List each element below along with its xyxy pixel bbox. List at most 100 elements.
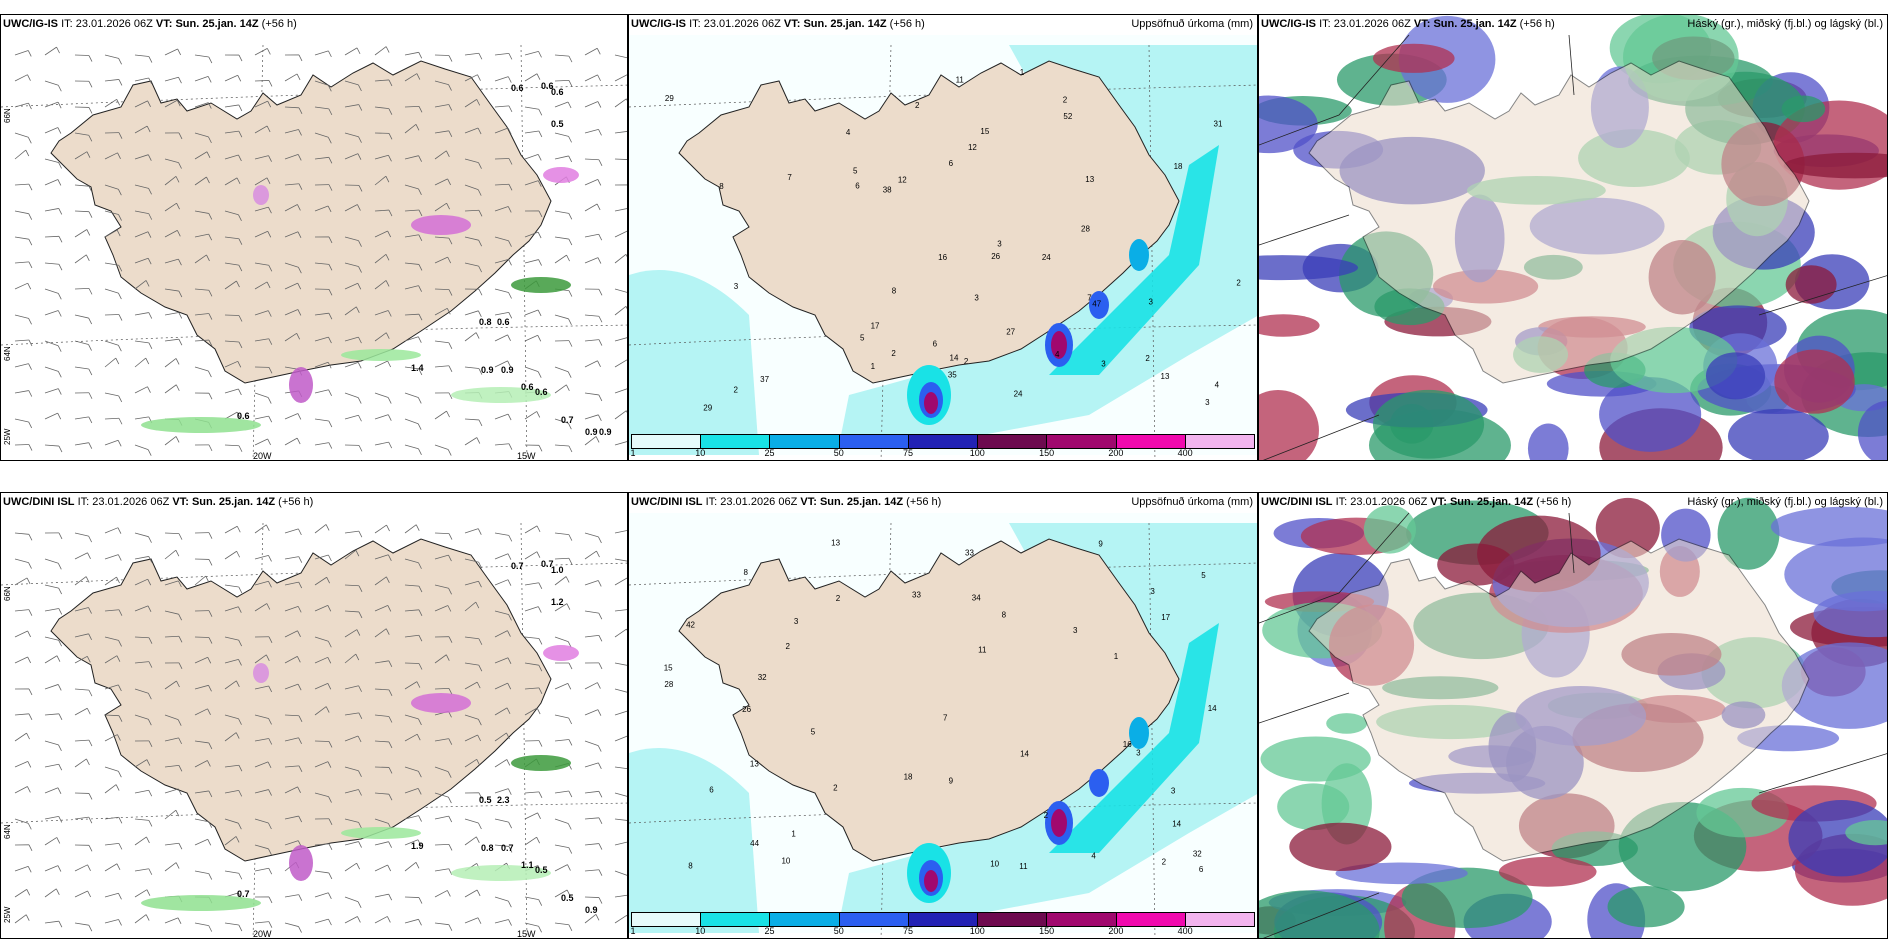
panel-row2-cloud: UWC/DINI ISL IT: 23.01.2026 06Z VT: Sun.…	[1258, 492, 1888, 939]
wind-barb	[494, 707, 508, 716]
panel-right-label: Uppsöfnuð úrkoma (mm)	[1131, 18, 1253, 30]
wind-barb	[104, 152, 118, 160]
wind-barb	[14, 865, 29, 872]
wind-barb-flag	[268, 415, 273, 423]
wind-barb-flag	[117, 527, 122, 534]
wind-barb	[344, 653, 357, 664]
wind-barb-flag	[118, 265, 123, 272]
wind-barb-flag	[598, 394, 603, 402]
wind-barb	[224, 388, 239, 394]
precip-value-label: 1	[1020, 68, 1025, 77]
wind-barb-flag	[206, 151, 211, 158]
wind-barb	[374, 605, 388, 612]
wind-barb-flag	[478, 210, 483, 217]
wind-barb-flag	[27, 761, 32, 768]
wind-barb-flag	[207, 839, 212, 846]
wind-barb-flag	[597, 709, 602, 716]
wind-barb-flag	[268, 896, 273, 904]
precip-value-label: 14	[1172, 820, 1181, 829]
wind-barb	[314, 843, 329, 846]
wind-barb-flag	[238, 445, 243, 452]
wind-barb-flag	[537, 606, 542, 613]
wind-barb-flag	[418, 919, 422, 926]
legend-tick: 10	[695, 448, 706, 458]
wind-barb-flag	[298, 528, 302, 536]
wind-barb	[494, 657, 509, 664]
wind-barb	[434, 922, 449, 926]
wind-barb-flag	[148, 868, 153, 875]
wind-barb-flag	[208, 559, 213, 566]
wind-barb-flag	[266, 48, 271, 55]
wind-barb	[494, 896, 509, 902]
wind-barb-flag	[208, 213, 213, 220]
wind-barb-flag	[358, 611, 363, 619]
cloud-area	[1727, 408, 1829, 460]
wind-barb-flag	[417, 839, 422, 846]
wind-barb-flag	[568, 238, 573, 246]
precip-value-label: 3	[1148, 298, 1153, 307]
wind-barb	[584, 869, 599, 872]
wind-barb	[344, 735, 359, 742]
wind-barb-flag	[327, 85, 332, 92]
wind-barb	[524, 154, 539, 160]
wind-barb-flag	[597, 745, 602, 752]
wind-barb-flag	[55, 888, 60, 895]
wind-barb-flag	[448, 688, 453, 695]
wind-barb	[74, 633, 89, 638]
wind-barb-flag	[385, 176, 390, 183]
wind-barb-flag	[595, 914, 600, 921]
precip-value-label: 13	[1161, 372, 1170, 381]
legend-swatch	[770, 913, 840, 926]
wind-barb-flag	[208, 56, 213, 64]
wind-barb-flag	[567, 864, 571, 871]
wind-barb	[374, 392, 389, 398]
wind-barb-flag	[507, 76, 512, 83]
wind-barb	[194, 684, 209, 690]
wind-barb	[134, 868, 149, 872]
wind-barb	[224, 836, 237, 846]
cloud-area	[1326, 713, 1368, 734]
wind-barb	[614, 337, 627, 342]
wind-barb	[614, 818, 627, 821]
wind-barb	[104, 734, 118, 742]
wind-barb-flag	[28, 562, 32, 569]
wind-barb	[614, 74, 627, 82]
precip-value-label: 2	[891, 349, 896, 358]
wind-barb	[254, 177, 268, 186]
wind-barb	[194, 339, 209, 342]
wind-barb-flag	[297, 231, 302, 238]
wind-barb	[74, 210, 90, 213]
wind-barb-flag	[566, 384, 570, 392]
wind-barb	[344, 530, 359, 534]
wind-barb-flag	[357, 735, 362, 743]
wind-barb	[584, 790, 599, 794]
iceland-land	[678, 60, 1180, 384]
wind-value-label: 0.9	[599, 427, 612, 437]
wind-barb-flag	[328, 184, 333, 191]
wind-barb-flag	[208, 444, 213, 452]
wind-barb	[344, 204, 358, 212]
wind-barb	[374, 576, 387, 586]
legend-swatch	[1116, 435, 1186, 448]
wind-barb-flag	[508, 240, 512, 247]
wind-barb-flag	[238, 873, 243, 880]
wind-barb	[44, 684, 59, 690]
wind-barb-flag	[88, 55, 93, 62]
wind-barb	[134, 100, 148, 108]
precip-bands	[907, 623, 1219, 903]
lat-label: 25W	[3, 428, 12, 445]
wind-barb	[224, 584, 239, 588]
wind-barb	[104, 527, 119, 534]
gust-area	[253, 185, 269, 205]
precip-value-label: 9	[1098, 540, 1103, 549]
wind-barb-flag	[86, 151, 91, 158]
wind-barb	[314, 792, 329, 797]
wind-barb-flag	[328, 918, 332, 926]
wind-barb-flag	[448, 365, 453, 372]
precip-value-label: 31	[1214, 120, 1223, 129]
wind-barb-flag	[57, 85, 62, 92]
wind-barb-flag	[208, 685, 212, 692]
wind-barb-flag	[327, 892, 332, 899]
wind-barb-flag	[88, 442, 93, 449]
wind-barb-flag	[328, 796, 332, 803]
